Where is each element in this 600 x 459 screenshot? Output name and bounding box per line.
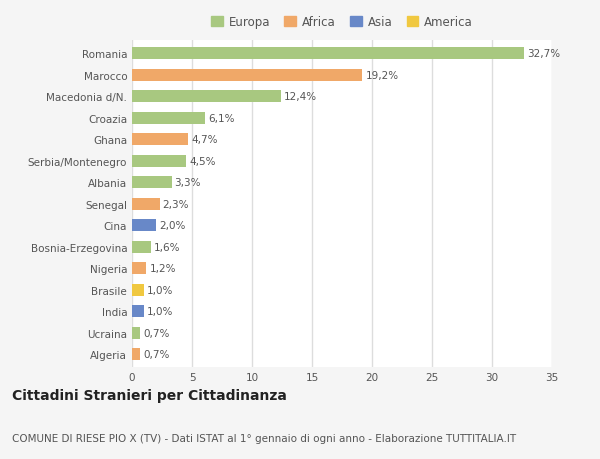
Text: 1,0%: 1,0%	[147, 307, 173, 316]
Bar	[132, 284, 144, 296]
Text: 1,6%: 1,6%	[154, 242, 181, 252]
Legend: Europa, Africa, Asia, America: Europa, Africa, Asia, America	[206, 11, 478, 34]
Text: 12,4%: 12,4%	[284, 92, 317, 102]
Bar	[132, 91, 281, 103]
Bar	[132, 177, 172, 189]
Bar	[132, 48, 524, 60]
Bar	[132, 198, 160, 210]
Text: COMUNE DI RIESE PIO X (TV) - Dati ISTAT al 1° gennaio di ogni anno - Elaborazion: COMUNE DI RIESE PIO X (TV) - Dati ISTAT …	[12, 433, 516, 442]
Bar	[132, 70, 362, 82]
Text: 4,7%: 4,7%	[191, 135, 218, 145]
Text: 2,0%: 2,0%	[159, 221, 185, 231]
Text: 32,7%: 32,7%	[527, 49, 560, 59]
Text: 2,3%: 2,3%	[163, 199, 189, 209]
Bar	[132, 220, 156, 232]
Text: 0,7%: 0,7%	[143, 349, 170, 359]
Bar	[132, 112, 205, 124]
Text: Cittadini Stranieri per Cittadinanza: Cittadini Stranieri per Cittadinanza	[12, 388, 287, 403]
Text: 1,0%: 1,0%	[147, 285, 173, 295]
Text: 4,5%: 4,5%	[189, 157, 215, 166]
Bar	[132, 306, 144, 317]
Bar	[132, 327, 140, 339]
Text: 19,2%: 19,2%	[365, 71, 398, 81]
Text: 1,2%: 1,2%	[149, 263, 176, 274]
Bar	[132, 348, 140, 360]
Text: 0,7%: 0,7%	[143, 328, 170, 338]
Bar	[132, 156, 186, 167]
Text: 6,1%: 6,1%	[208, 113, 235, 123]
Bar	[132, 263, 146, 274]
Bar	[132, 134, 188, 146]
Bar	[132, 241, 151, 253]
Text: 3,3%: 3,3%	[175, 178, 201, 188]
